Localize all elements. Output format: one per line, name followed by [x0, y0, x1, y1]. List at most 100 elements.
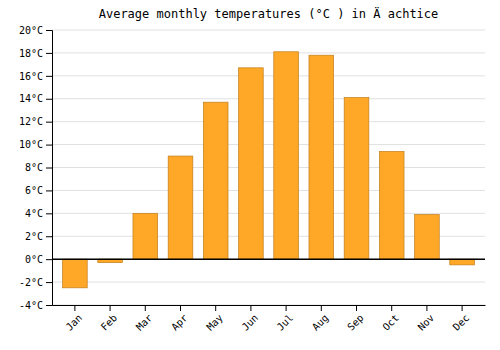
y-tick: 4°C — [25, 208, 52, 219]
y-tick-mark — [46, 282, 52, 283]
x-tick: May — [204, 305, 225, 333]
y-tick-label: 18°C — [19, 48, 43, 59]
y-tick-label: 4°C — [25, 208, 43, 219]
y-tick-label: 14°C — [19, 93, 43, 104]
y-tick: 14°C — [19, 93, 52, 104]
x-tick-label: Jun — [240, 312, 261, 333]
bar — [239, 68, 264, 259]
x-tick: Jul — [275, 305, 296, 333]
bar — [309, 55, 334, 259]
grid-line — [52, 121, 485, 122]
x-tick-mark — [110, 305, 111, 311]
y-axis: -4°C -2°C 0°C 2°C 4°C 6°C 8°C 10°C 12°C 14°C 16°C 1… — [19, 25, 53, 311]
y-tick: 12°C — [19, 116, 52, 127]
x-tick: Mar — [134, 305, 155, 333]
grid-line — [52, 75, 485, 76]
y-axis-line — [46, 31, 53, 306]
x-tick-label: Oct — [380, 312, 401, 333]
y-tick-mark — [46, 99, 52, 100]
x-tick-mark — [215, 305, 216, 311]
x-tick-mark — [356, 305, 357, 311]
bar — [415, 214, 440, 259]
bar — [63, 259, 88, 288]
y-tick-label: 0°C — [25, 254, 43, 265]
x-tick-mark — [286, 305, 287, 311]
x-tick: Apr — [169, 305, 190, 333]
y-tick-label: 16°C — [19, 71, 43, 82]
y-tick: 18°C — [19, 48, 52, 59]
grid-line — [52, 52, 485, 53]
bar — [203, 102, 228, 259]
bar — [168, 156, 193, 259]
plot: -4°C -2°C 0°C 2°C 4°C 6°C 8°C 10°C 12°C 14°C 16°C 1… — [19, 25, 486, 333]
x-axis-line — [53, 305, 486, 306]
grid — [52, 30, 485, 305]
x-tick: Nov — [416, 305, 437, 333]
grid-line — [52, 190, 485, 191]
grid-line — [52, 30, 485, 31]
x-tick-label: Feb — [99, 312, 120, 333]
bar — [133, 213, 158, 259]
y-tick: 16°C — [19, 71, 52, 82]
x-tick: Jun — [240, 305, 261, 333]
y-tick-mark — [46, 236, 52, 237]
bar — [344, 98, 369, 260]
y-tick: 10°C — [19, 139, 52, 150]
bar — [274, 52, 299, 259]
grid-line — [52, 98, 485, 99]
grid-line — [52, 213, 485, 214]
x-tick-mark — [462, 305, 463, 311]
y-tick: 6°C — [25, 185, 52, 196]
x-tick-mark — [250, 305, 251, 311]
zero-line — [52, 258, 485, 260]
y-tick-mark — [46, 259, 52, 260]
x-tick: Feb — [99, 305, 120, 333]
x-tick-mark — [180, 305, 181, 311]
y-tick-label: 8°C — [25, 162, 43, 173]
grid-line — [52, 282, 485, 283]
x-tick-mark — [391, 305, 392, 311]
y-tick-label: 10°C — [19, 139, 43, 150]
title: Average monthly temperatures (°C ) in Ä … — [99, 6, 439, 21]
y-tick: 8°C — [25, 162, 52, 173]
x-tick-label: May — [204, 312, 225, 333]
bar — [450, 259, 475, 265]
y-tick-mark — [46, 145, 52, 146]
grid-line — [52, 305, 485, 306]
y-tick-label: -2°C — [19, 277, 43, 288]
x-tick: Aug — [310, 305, 331, 333]
y-tick-mark — [46, 213, 52, 214]
x-tick-mark — [74, 305, 75, 311]
x-tick: Jan — [64, 305, 85, 333]
y-tick-label: 2°C — [25, 231, 43, 242]
x-tick-label: Dec — [451, 312, 472, 333]
x-tick-label: Nov — [416, 312, 437, 333]
y-tick-mark — [46, 122, 52, 123]
x-tick-mark — [426, 305, 427, 311]
x-tick: Oct — [380, 305, 401, 333]
x-tick-label: Apr — [169, 312, 190, 333]
chart: -4°C -2°C 0°C 2°C 4°C 6°C 8°C 10°C 12°C 14°C 16°C 1… — [0, 0, 500, 350]
grid-line — [52, 259, 485, 260]
y-tick: -4°C — [19, 300, 52, 311]
x-tick-label: Mar — [134, 312, 155, 333]
bar — [379, 151, 404, 259]
y-tick: 20°C — [19, 25, 52, 36]
y-tick-mark — [46, 190, 52, 191]
x-tick-label: Jul — [275, 312, 296, 333]
x-tick-label: Jan — [64, 312, 85, 333]
x-tick: Dec — [451, 305, 472, 333]
y-tick-mark — [46, 168, 52, 169]
y-tick-mark — [46, 305, 52, 306]
y-tick-mark — [46, 53, 52, 54]
x-tick-label: Aug — [310, 312, 331, 333]
y-tick-label: 20°C — [19, 25, 43, 36]
x-axis: Jan Feb Mar Apr May Jun Jul Aug Sep Oct Nov Dec — [53, 305, 486, 333]
x-tick-mark — [145, 305, 146, 311]
grid-line — [52, 167, 485, 168]
y-tick: 0°C — [25, 254, 52, 265]
y-tick: -2°C — [19, 277, 52, 288]
x-tick-label: Sep — [345, 312, 366, 333]
x-tick: Sep — [345, 305, 366, 333]
y-tick-label: 12°C — [19, 116, 43, 127]
